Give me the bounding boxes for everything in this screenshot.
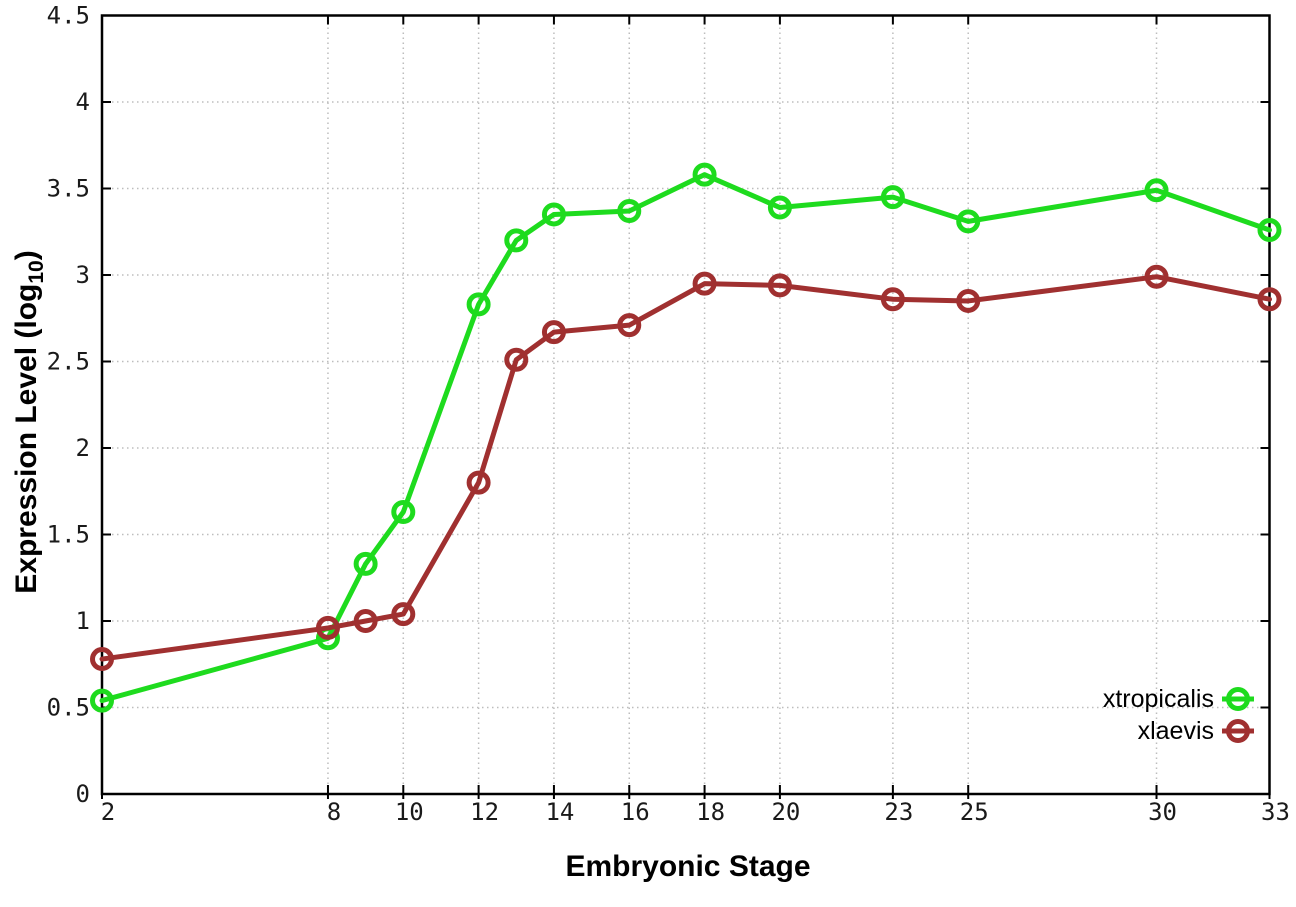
marker-xlaevis	[504, 347, 529, 372]
x-tick-label: 12	[470, 798, 499, 826]
marker-xtropicalis	[956, 209, 981, 234]
y-axis-label: Expression Level (log10)	[10, 250, 48, 593]
plot-border	[100, 14, 1271, 796]
y-tick-label: 2.5	[47, 348, 90, 376]
tick-labels: 2 8 10 12 14 16 18 20 23 25 30 33 0 0.5 1 1.5 2 2.5 3 3.5 4 4…	[47, 2, 1290, 827]
marker-xtropicalis	[504, 228, 529, 253]
y-tick-label: 0	[76, 780, 90, 808]
marker-xlaevis	[315, 615, 340, 640]
axis-ticks	[101, 14, 1271, 799]
marker-xtropicalis	[391, 500, 416, 525]
x-tick-label: 14	[545, 798, 574, 826]
marker-xlaevis	[617, 313, 642, 338]
legend-label-xtropicalis: xtropicalis	[1103, 685, 1214, 713]
marker-xlaevis	[1144, 264, 1169, 289]
y-axis-label-prefix: Expression Level (log	[10, 284, 43, 594]
marker-xtropicalis	[1257, 218, 1282, 243]
y-tick-label: 4	[76, 88, 90, 116]
x-tick-label: 33	[1261, 798, 1290, 826]
x-tick-label: 30	[1148, 798, 1177, 826]
marker-xlaevis	[692, 271, 717, 296]
y-tick-label: 3.5	[47, 175, 90, 203]
y-tick-label: 0.5	[47, 694, 90, 722]
marker-xlaevis	[90, 647, 114, 672]
marker-xtropicalis	[1144, 178, 1169, 203]
legend: xtropicalis xlaevis	[1103, 685, 1254, 745]
y-tick-label: 4.5	[47, 2, 90, 30]
legend-sample-marker-xtropicalis	[1226, 687, 1250, 711]
y-tick-label: 1.5	[47, 521, 90, 549]
marker-xtropicalis	[353, 551, 378, 576]
x-tick-label: 2	[101, 798, 115, 826]
x-tick-label: 10	[395, 798, 424, 826]
x-tick-label: 18	[696, 798, 725, 826]
x-tick-label: 25	[960, 798, 989, 826]
marker-xtropicalis	[767, 195, 792, 220]
y-axis-label-subscript: 10	[25, 260, 48, 283]
marker-xlaevis	[880, 287, 905, 312]
x-axis-label: Embryonic Stage	[565, 850, 810, 883]
x-tick-label: 23	[884, 798, 913, 826]
series-line-xlaevis	[99, 274, 1272, 662]
marker-xlaevis	[391, 602, 416, 627]
legend-label-xlaevis: xlaevis	[1138, 717, 1214, 745]
marker-xtropicalis	[90, 688, 114, 713]
marker-xlaevis	[767, 273, 792, 298]
marker-xtropicalis	[880, 185, 905, 210]
marker-xtropicalis	[541, 202, 566, 227]
marker-xlaevis	[956, 288, 981, 313]
gridlines	[101, 14, 1271, 795]
series-lines	[90, 162, 1282, 713]
y-tick-label: 2	[76, 434, 90, 462]
legend-sample-marker-xlaevis	[1226, 719, 1250, 743]
marker-xlaevis	[1257, 287, 1282, 312]
marker-xlaevis	[466, 470, 491, 495]
y-axis-label-suffix: )	[10, 250, 43, 260]
x-tick-label: 8	[327, 798, 341, 826]
marker-xlaevis	[541, 320, 566, 345]
marker-xtropicalis	[466, 292, 491, 317]
marker-xlaevis	[353, 609, 378, 633]
x-tick-label: 20	[771, 798, 800, 826]
marker-xtropicalis	[692, 162, 717, 187]
marker-xtropicalis	[617, 198, 642, 223]
x-tick-label: 16	[621, 798, 650, 826]
y-tick-label: 3	[76, 261, 90, 289]
y-tick-label: 1	[76, 607, 90, 635]
